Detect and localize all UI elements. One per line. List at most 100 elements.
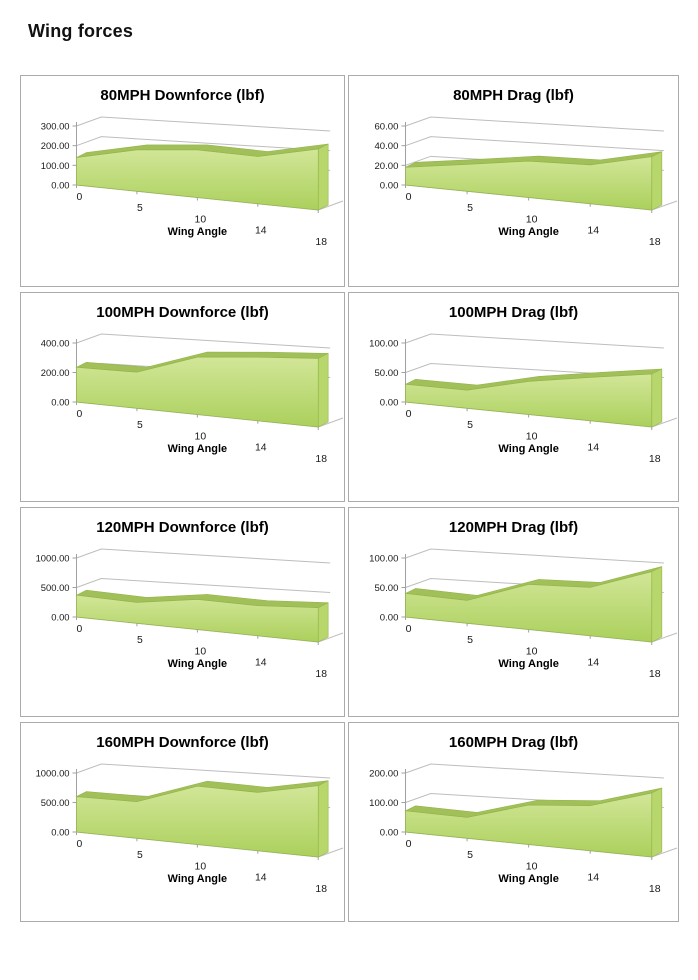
x-axis-title: Wing Angle <box>168 443 227 455</box>
y-tick-label: 100.00 <box>369 339 398 350</box>
x-tick-label: 14 <box>587 872 599 884</box>
plot-area-160mph-downforce: 0.00 500.00 1000.00 0 5 10 14 18 Wing Angle <box>36 763 344 895</box>
y-tick-label: 500.00 <box>41 798 70 809</box>
x-axis-title: Wing Angle <box>168 658 227 670</box>
x-tick-label: 18 <box>649 453 661 465</box>
x-tick-label: 5 <box>137 635 143 646</box>
x-axis-title: Wing Angle <box>498 658 559 670</box>
x-axis-title: Wing Angle <box>168 226 227 238</box>
x-tick-label: 18 <box>315 669 327 680</box>
y-tick-label: 200.00 <box>369 769 398 780</box>
y-tick-label: 200.00 <box>41 141 70 152</box>
x-tick-label: 14 <box>587 442 599 454</box>
x-tick-label: 5 <box>467 634 473 646</box>
chart-100mph-downforce: 100MPH Downforce (lbf) 0.00 200.00 400.00 0… <box>20 292 345 502</box>
x-tick-label: 5 <box>137 850 143 861</box>
area-front-face <box>76 594 319 643</box>
chart-80mph-downforce: 80MPH Downforce (lbf) 0.00 100.00 200.00 30… <box>20 75 345 287</box>
chart-160mph-downforce: 160MPH Downforce (lbf) 0.00 500.00 1000.00… <box>20 722 345 922</box>
x-tick-label: 0 <box>406 623 412 635</box>
x-tick-label: 0 <box>77 839 83 850</box>
x-tick-label: 5 <box>467 419 473 431</box>
area-side-face <box>317 780 329 858</box>
x-tick-label: 0 <box>77 409 83 420</box>
area-front-face <box>405 571 653 643</box>
y-tick-label: 0.00 <box>380 828 399 839</box>
x-tick-label: 10 <box>526 646 538 658</box>
area-front-face <box>405 792 653 858</box>
y-tick-label: 20.00 <box>374 161 398 172</box>
chart-title: 100MPH Drag (lbf) <box>448 304 579 321</box>
x-axis-title: Wing Angle <box>498 873 559 885</box>
y-tick-label: 1000.00 <box>36 768 70 779</box>
x-tick-label: 10 <box>526 214 538 226</box>
area-side-face <box>651 151 663 211</box>
y-tick-label: 0.00 <box>51 827 69 838</box>
area-front-face <box>76 148 319 211</box>
area-side-face <box>317 143 329 211</box>
y-tick-label: 50.00 <box>374 368 398 379</box>
y-tick-label: 400.00 <box>41 338 70 349</box>
chart-title: 120MPH Downforce (lbf) <box>96 519 269 536</box>
area-side-face <box>651 566 663 643</box>
plot-area-100mph-drag: 0.00 50.00 100.00 0 5 10 14 18 Wing Angle <box>369 333 678 465</box>
chart-160mph-drag: 160MPH Drag (lbf) 0.00 100.00 200.00 0 5 10 14… <box>348 722 679 922</box>
x-tick-label: 5 <box>467 849 473 861</box>
x-tick-label: 10 <box>526 861 538 873</box>
x-tick-label: 10 <box>195 431 207 442</box>
x-tick-label: 14 <box>587 657 599 669</box>
y-tick-label: 100.00 <box>369 798 398 809</box>
plot-area-160mph-drag: 0.00 100.00 200.00 0 5 10 14 18 Wing Angle <box>369 763 678 895</box>
x-tick-label: 0 <box>77 624 83 635</box>
plot-area-80mph-drag: 0.00 20.00 40.00 60.00 0 5 10 14 18 Wing Angle <box>374 116 678 248</box>
x-tick-label: 5 <box>467 202 473 214</box>
x-tick-label: 0 <box>406 408 412 420</box>
x-axis-title: Wing Angle <box>498 226 559 238</box>
area-side-face <box>317 602 329 643</box>
chart-120mph-drag: 120MPH Drag (lbf) 0.00 50.00 100.00 0 5 10 14 1… <box>348 507 679 717</box>
chart-title: 80MPH Drag (lbf) <box>453 87 574 104</box>
plot-area-80mph-downforce: 0.00 100.00 200.00 300.00 0 5 10 14 18 Wing Angle <box>41 116 344 248</box>
area-front-face <box>405 373 653 428</box>
x-axis-title: Wing Angle <box>498 443 559 455</box>
y-tick-label: 0.00 <box>380 181 399 192</box>
area-front-face <box>76 356 319 428</box>
x-tick-label: 14 <box>255 658 267 669</box>
chart-100mph-drag: 100MPH Drag (lbf) 0.00 50.00 100.00 0 5 10 14 1… <box>348 292 679 502</box>
chart-title: 160MPH Drag (lbf) <box>448 734 579 751</box>
chart-title: 100MPH Downforce (lbf) <box>96 304 269 321</box>
y-tick-label: 60.00 <box>374 122 398 133</box>
x-axis-title: Wing Angle <box>168 873 227 885</box>
chart-120mph-downforce: 120MPH Downforce (lbf) 0.00 500.00 1000.00… <box>20 507 345 717</box>
x-tick-label: 18 <box>315 454 327 465</box>
y-tick-label: 300.00 <box>41 121 70 132</box>
y-tick-label: 200.00 <box>41 368 70 379</box>
x-tick-label: 18 <box>649 883 661 895</box>
x-tick-label: 10 <box>195 646 207 657</box>
chart-80mph-drag: 80MPH Drag (lbf) 0.00 20.00 40.00 60.00 0 5 10… <box>348 75 679 287</box>
x-tick-label: 14 <box>255 226 267 237</box>
y-tick-label: 100.00 <box>41 161 70 172</box>
area-front-face <box>405 156 653 211</box>
y-tick-label: 0.00 <box>380 398 399 409</box>
y-tick-label: 100.00 <box>369 554 398 565</box>
y-tick-label: 50.00 <box>374 583 398 594</box>
y-tick-label: 0.00 <box>51 180 69 191</box>
x-tick-label: 14 <box>255 873 267 884</box>
x-tick-label: 5 <box>137 203 143 214</box>
x-tick-label: 10 <box>195 861 207 872</box>
x-tick-label: 0 <box>406 191 412 203</box>
x-tick-label: 5 <box>137 420 143 431</box>
x-tick-label: 18 <box>315 237 327 248</box>
chart-title: 120MPH Drag (lbf) <box>448 519 579 536</box>
y-tick-label: 0.00 <box>51 612 69 623</box>
plot-area-100mph-downforce: 0.00 200.00 400.00 0 5 10 14 18 Wing Angle <box>41 333 344 465</box>
x-tick-label: 0 <box>406 838 412 850</box>
y-tick-label: 40.00 <box>374 141 398 152</box>
x-tick-label: 14 <box>255 443 267 454</box>
plot-area-120mph-drag: 0.00 50.00 100.00 0 5 10 14 18 Wing Angle <box>369 548 678 680</box>
chart-title: 160MPH Downforce (lbf) <box>96 734 269 751</box>
page-title: Wing forces <box>28 21 134 41</box>
x-tick-label: 18 <box>649 236 661 248</box>
